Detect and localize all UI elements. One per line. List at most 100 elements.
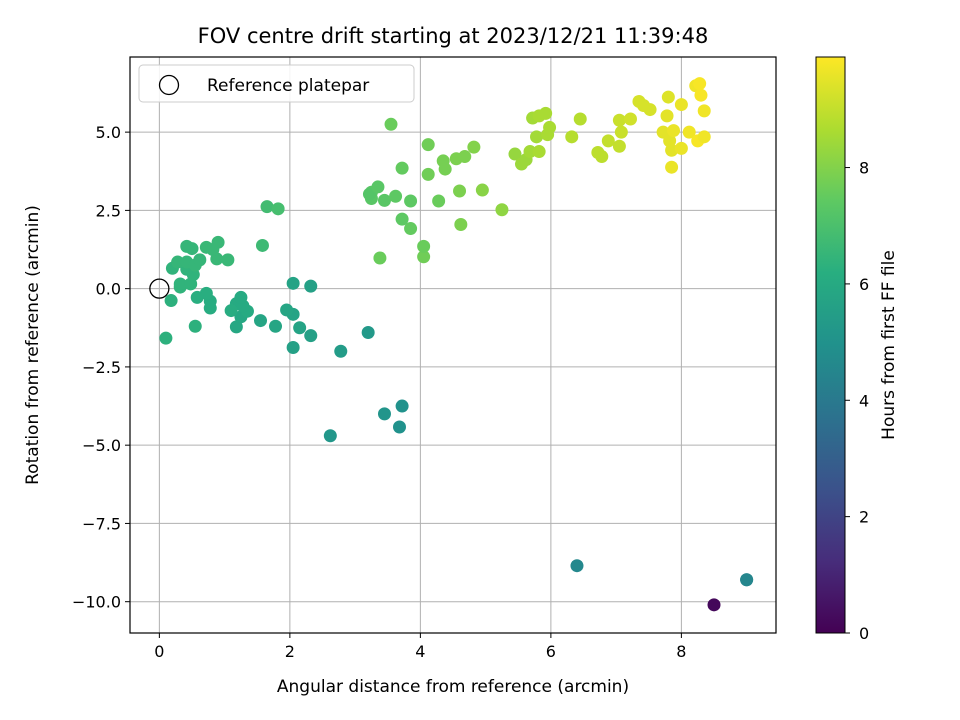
scatter-point bbox=[458, 150, 472, 164]
scatter-point bbox=[693, 77, 707, 91]
legend: Reference platepar bbox=[138, 64, 415, 103]
plot-frame bbox=[129, 56, 777, 634]
scatter-point bbox=[421, 138, 435, 152]
y-tick-label: 0.0 bbox=[96, 280, 121, 299]
scatter-point bbox=[286, 341, 300, 355]
scatter-point bbox=[523, 145, 537, 159]
scatter-point bbox=[661, 90, 675, 104]
scatter-point bbox=[530, 130, 544, 144]
scatter-point bbox=[221, 253, 235, 267]
scatter-point bbox=[682, 125, 696, 139]
colorbar-tick-label: 0 bbox=[859, 624, 869, 643]
scatter-point bbox=[188, 319, 202, 333]
scatter-point bbox=[395, 212, 409, 226]
chart-title: FOV centre drift starting at 2023/12/21 … bbox=[198, 24, 709, 48]
scatter-point bbox=[271, 202, 285, 216]
scatter-point bbox=[665, 160, 679, 174]
scatter-point bbox=[601, 134, 615, 148]
colorbar-ticks: 0 2 4 6 8 bbox=[845, 159, 869, 643]
x-axis-label: Angular distance from reference (arcmin) bbox=[277, 677, 629, 697]
scatter-point bbox=[377, 407, 391, 421]
scatter-point bbox=[707, 598, 721, 612]
y-tick-label: −10.0 bbox=[72, 593, 121, 612]
colorbar-label: Hours from first FF file bbox=[879, 250, 899, 440]
y-tick-label: 2.5 bbox=[96, 201, 121, 220]
y-axis-ticks: 5.0 2.5 0.0 −2.5 −5.0 −7.5 −10.0 bbox=[72, 123, 130, 612]
scatter-point bbox=[304, 279, 318, 293]
scatter-point bbox=[495, 203, 509, 217]
scatter-point bbox=[417, 250, 431, 264]
x-tick-label: 2 bbox=[285, 642, 295, 661]
scatter-point bbox=[286, 276, 300, 290]
scatter-point bbox=[173, 277, 187, 291]
scatter-point bbox=[532, 145, 546, 159]
scatter-point bbox=[467, 140, 481, 154]
scatter-point bbox=[389, 189, 403, 203]
scatter-point bbox=[565, 130, 579, 144]
scatter-point bbox=[697, 130, 711, 144]
scatter-point bbox=[361, 325, 375, 339]
scatter-point bbox=[453, 184, 467, 198]
colorbar: 0 2 4 6 8 Hours from first FF file bbox=[815, 56, 899, 643]
y-tick-label: −2.5 bbox=[82, 358, 121, 377]
scatter-point bbox=[224, 304, 238, 318]
scatter-point bbox=[229, 320, 243, 334]
scatter-point bbox=[740, 573, 754, 587]
scatter-point bbox=[392, 420, 406, 434]
y-tick-label: −7.5 bbox=[82, 514, 121, 533]
scatter-point bbox=[384, 117, 398, 131]
colorbar-tick-label: 6 bbox=[859, 275, 869, 294]
scatter-point bbox=[674, 141, 688, 155]
y-axis-label: Rotation from reference (arcmin) bbox=[23, 205, 43, 485]
scatter-point bbox=[159, 331, 173, 345]
scatter-point bbox=[595, 150, 609, 164]
scatter-point bbox=[404, 222, 418, 236]
scatter-point bbox=[614, 125, 628, 139]
scatter-point bbox=[193, 253, 207, 267]
scatter-point bbox=[643, 103, 657, 117]
scatter-point bbox=[612, 113, 626, 127]
scatter-point bbox=[269, 319, 283, 333]
scatter-point bbox=[623, 112, 637, 126]
scatter-point bbox=[323, 429, 337, 443]
scatter-point bbox=[334, 344, 348, 358]
scatter-point bbox=[475, 183, 489, 197]
scatter-point bbox=[234, 290, 248, 304]
scatter-point bbox=[667, 124, 681, 138]
colorbar-tick-label: 8 bbox=[859, 159, 869, 178]
scatter-point bbox=[211, 235, 225, 249]
scatter-point bbox=[254, 314, 268, 328]
scatter-point bbox=[660, 109, 674, 123]
grid-lines bbox=[130, 57, 776, 633]
scatter-point bbox=[171, 255, 185, 269]
legend-label-reference: Reference platepar bbox=[207, 76, 369, 96]
scatter-point bbox=[190, 290, 204, 304]
x-tick-label: 8 bbox=[676, 642, 686, 661]
scatter-point bbox=[694, 88, 708, 102]
scatter-point bbox=[573, 112, 587, 126]
scatter-point bbox=[185, 242, 199, 256]
scatter-point bbox=[404, 194, 418, 208]
scatter-point bbox=[539, 106, 553, 120]
scatter-point bbox=[438, 162, 452, 176]
scatter-point bbox=[377, 193, 391, 207]
scatter-point bbox=[395, 399, 409, 413]
scatter-point bbox=[293, 321, 307, 335]
scatter-point bbox=[373, 251, 387, 265]
scatter-point bbox=[417, 239, 431, 253]
scatter-point bbox=[665, 143, 679, 157]
x-axis-ticks: 0 2 4 6 8 bbox=[154, 633, 686, 661]
scatter-point bbox=[164, 294, 178, 308]
scatter-point bbox=[371, 180, 385, 194]
scatter-point bbox=[612, 139, 626, 153]
legend-box bbox=[138, 64, 415, 103]
scatter-point bbox=[280, 303, 294, 317]
scatter-point bbox=[362, 187, 376, 201]
colorbar-gradient bbox=[815, 56, 846, 634]
legend-reference-marker bbox=[158, 74, 180, 96]
scatter-point bbox=[454, 217, 468, 231]
scatter-point bbox=[543, 120, 557, 134]
scatter-point bbox=[260, 200, 274, 214]
scatter-point bbox=[674, 98, 688, 112]
